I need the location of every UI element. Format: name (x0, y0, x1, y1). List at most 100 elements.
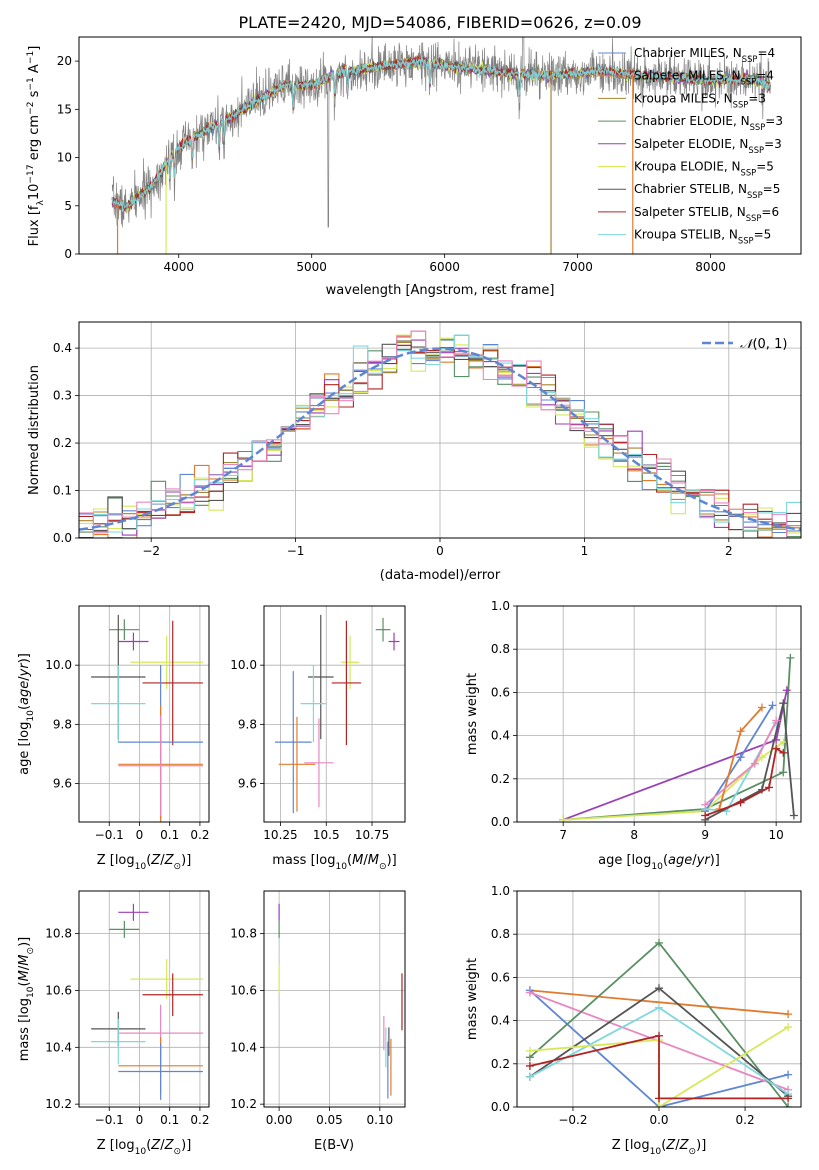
x-axis-label: Z [log10(Z/Z⊙)] (97, 853, 192, 872)
label-part: Salpeter ELODIE, N (634, 137, 748, 151)
plot-area (79, 891, 209, 1107)
y-tick-label: 0.4 (53, 341, 72, 355)
weight-marker (750, 759, 759, 768)
legend: 𝒩(0, 1) (702, 337, 787, 352)
label-part: −1 (26, 51, 36, 64)
label-part: SSP (746, 213, 762, 223)
y-tick-label: 9.6 (238, 777, 257, 791)
weight-marker (655, 1003, 663, 1012)
y-tick-label: 0.0 (53, 531, 72, 545)
weight-marker (655, 938, 663, 947)
label-part: A (27, 64, 42, 77)
weight-marker (765, 783, 774, 792)
legend-item: Kroupa STELIB, NSSP=5 (598, 228, 771, 246)
label-part: ⊙ (379, 862, 387, 872)
axes-mass-vs-Z: −0.1 0 0.1 0.210.210.410.610.8Z [log10(Z/Z⊙… (17, 890, 210, 1157)
x-tick-label: 0 (136, 1113, 144, 1127)
label-part: =5 (754, 228, 772, 242)
x-axis-label: (data-model)/error (380, 568, 501, 583)
weight-marker (784, 1023, 793, 1032)
axes-frame (516, 605, 802, 823)
label-part: −17 (26, 164, 36, 183)
label-part: Kroupa MILES, N (634, 91, 733, 105)
label-part: ] (27, 46, 42, 51)
weight-marker (701, 811, 710, 820)
label-part: mass [log (17, 998, 32, 1061)
y-tick-label: 0.1 (53, 484, 72, 498)
x-tick-label: 7000 (562, 260, 593, 274)
weight-marker (655, 984, 663, 993)
axes-frame (78, 36, 802, 255)
label-part: Kroupa STELIB, N (634, 228, 738, 242)
weight-marker (655, 1094, 663, 1103)
weight-marker (655, 1031, 663, 1040)
label-part: SSP (742, 54, 758, 64)
label-part: SSP (748, 145, 764, 155)
x-tick-label: 10.75 (355, 828, 389, 842)
label-part: M (17, 970, 32, 981)
model-spectrum (111, 55, 771, 212)
label-part: 10 (335, 862, 347, 872)
label-part: ( (146, 1138, 151, 1153)
label-part: 10 (26, 710, 36, 722)
label-part: Chabrier MILES, N (634, 46, 742, 60)
x-tick-label: 0.2 (190, 1113, 209, 1127)
label-part: ⊙ (689, 1147, 697, 1157)
y-tick-label: 10.4 (45, 1040, 72, 1054)
x-tick-label: −0.1 (95, 1113, 124, 1127)
y-axis-label: mass [log10(M/M⊙)] (17, 937, 36, 1061)
legend-label: Kroupa ELODIE, NSSP=5 (634, 160, 774, 178)
weight-marker (701, 800, 710, 809)
plot-area (517, 891, 801, 1107)
weight-marker (525, 1061, 534, 1070)
legend-item: Salpeter ELODIE, NSSP=3 (598, 137, 782, 155)
label-part: =3 (748, 91, 766, 105)
normal-curve (79, 347, 801, 531)
x-tick-label: 1 (581, 544, 589, 558)
x-tick-label: 9 (701, 828, 709, 842)
label-part: M (368, 853, 379, 868)
label-part: =5 (763, 182, 781, 196)
x-tick-label: 7 (559, 828, 567, 842)
x-tick-label: 10 (769, 828, 784, 842)
x-tick-label: 0.00 (266, 1113, 293, 1127)
x-tick-label: 0 (436, 544, 444, 558)
legend-label: Salpeter STELIB, NSSP=6 (634, 205, 779, 223)
weight-marker (559, 815, 568, 822)
label-part: ( (347, 853, 352, 868)
legend-label: Salpeter MILES, NSSP=4 (634, 69, 774, 87)
y-tick-label: 10 (57, 151, 72, 165)
y-tick-label: 1.0 (491, 599, 510, 613)
weight-marker (782, 686, 791, 695)
y-tick-label: 0.8 (491, 642, 510, 656)
label-part: yr (696, 853, 712, 868)
label-part: Kroupa ELODIE, N (634, 160, 741, 174)
axes-weight-vs-Z: −0.2 0.0 0.20.00.20.40.60.81.0Z [log10(Z/Z… (465, 884, 802, 1157)
label-part: / (160, 853, 165, 868)
label-part: ( (17, 981, 32, 986)
label-part: / (160, 1138, 165, 1153)
x-tick-label: 0.05 (316, 1113, 343, 1127)
axes-frame (263, 605, 406, 823)
x-tick-label: 4000 (163, 260, 194, 274)
label-part: ( (146, 853, 151, 868)
legend-label: Chabrier STELIB, NSSP=5 (634, 182, 780, 200)
label-part: Z (164, 853, 175, 868)
y-tick-label: 0.2 (53, 436, 72, 450)
y-axis-label: mass weight (465, 673, 480, 755)
y-tick-label: 10.8 (45, 927, 72, 941)
label-part: =3 (765, 114, 783, 128)
weight-line (704, 747, 784, 817)
weight-line (529, 1034, 789, 1100)
weight-marker (525, 1072, 534, 1081)
x-tick-label: 0 (136, 828, 144, 842)
y-tick-label: 0.2 (491, 1057, 510, 1071)
label-part: Z [log (97, 1138, 135, 1153)
weight-marker (655, 1103, 663, 1107)
label-part: λ (36, 200, 46, 206)
y-tick-label: 1.0 (491, 884, 510, 898)
label-part: Z (150, 1138, 161, 1153)
y-tick-label: 0.0 (491, 1100, 510, 1114)
label-part: =4 (757, 46, 775, 60)
